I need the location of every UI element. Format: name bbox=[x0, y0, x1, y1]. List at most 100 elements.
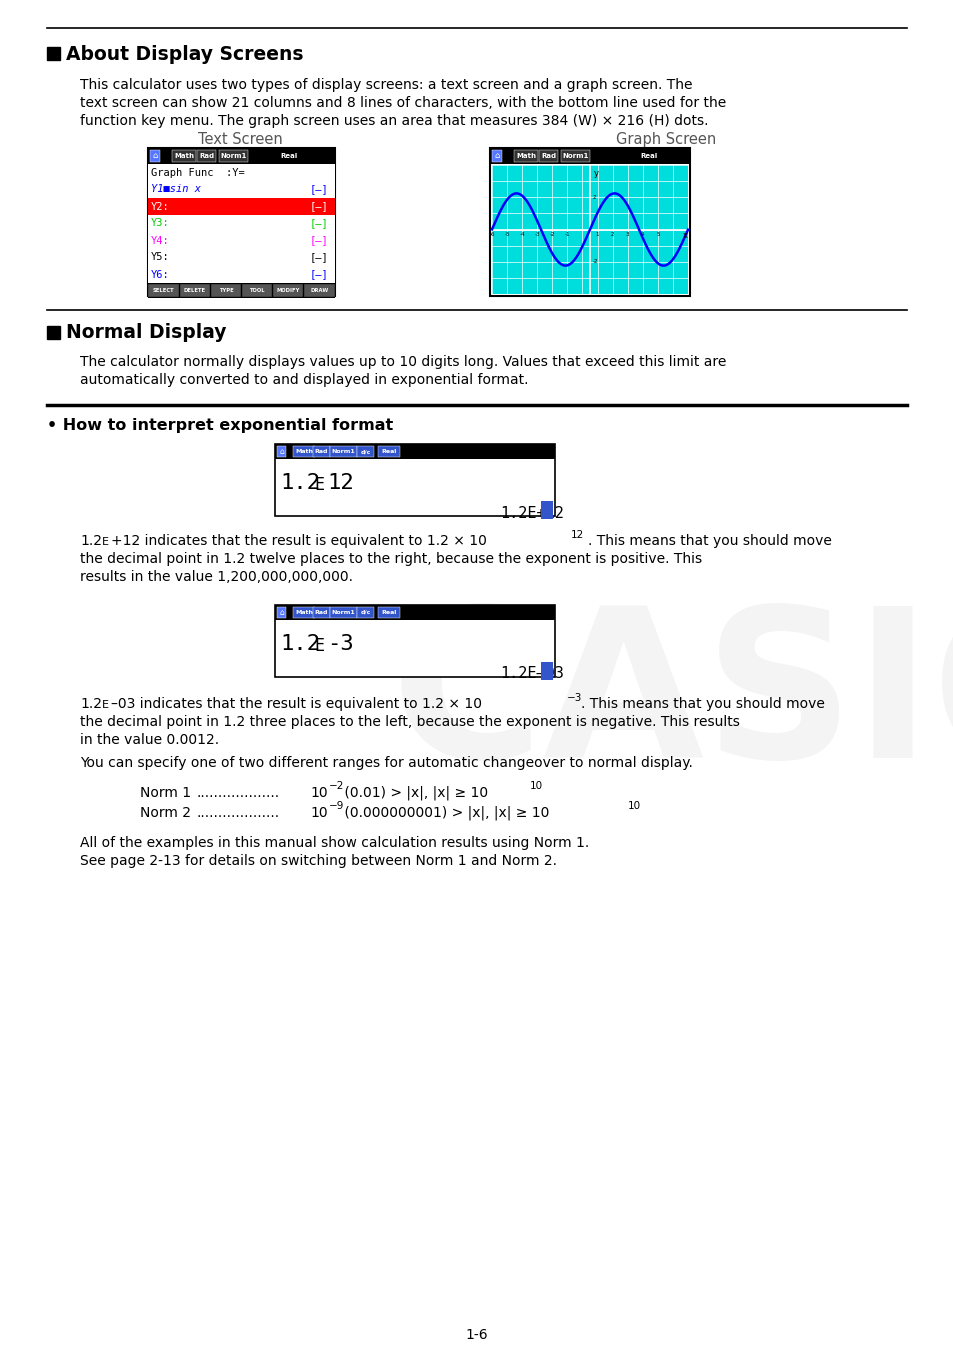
Text: TYPE: TYPE bbox=[218, 288, 233, 293]
Text: Y3:: Y3: bbox=[151, 219, 170, 228]
Text: Norm 2: Norm 2 bbox=[140, 806, 191, 819]
Bar bbox=[313, 608, 330, 618]
Text: Real: Real bbox=[381, 450, 396, 454]
Text: CASIO: CASIO bbox=[390, 599, 953, 801]
Text: 2: 2 bbox=[610, 231, 614, 236]
Bar bbox=[148, 232, 335, 248]
Text: Normal Display: Normal Display bbox=[66, 324, 226, 343]
Text: Norm1: Norm1 bbox=[220, 153, 247, 159]
Text: Rad: Rad bbox=[314, 450, 328, 454]
Text: See page 2-13 for details on switching between Norm 1 and Norm 2.: See page 2-13 for details on switching b… bbox=[80, 855, 557, 868]
Text: 10: 10 bbox=[530, 782, 542, 791]
Text: ⌂: ⌂ bbox=[279, 608, 284, 617]
Text: automatically converted to and displayed in exponential format.: automatically converted to and displayed… bbox=[80, 373, 528, 387]
Text: 1.2E–03: 1.2E–03 bbox=[499, 667, 563, 682]
Text: y: y bbox=[594, 169, 598, 178]
Bar bbox=[148, 284, 335, 298]
Bar bbox=[356, 608, 374, 618]
Text: 10: 10 bbox=[310, 806, 327, 819]
Text: 1.2: 1.2 bbox=[80, 697, 102, 711]
Text: 4: 4 bbox=[640, 231, 644, 236]
Text: 10: 10 bbox=[627, 801, 640, 811]
Text: −3: −3 bbox=[566, 693, 581, 703]
Bar bbox=[148, 148, 335, 163]
Bar bbox=[274, 444, 555, 459]
Bar bbox=[492, 150, 501, 162]
Bar bbox=[148, 248, 335, 266]
Text: About Display Screens: About Display Screens bbox=[66, 45, 303, 63]
Text: Norm1: Norm1 bbox=[332, 610, 355, 616]
Bar bbox=[172, 150, 195, 162]
Text: E: E bbox=[102, 701, 109, 710]
Bar bbox=[330, 608, 356, 618]
Text: [—]: [—] bbox=[310, 185, 329, 194]
Bar bbox=[274, 605, 555, 620]
Text: • How to interpret exponential format: • How to interpret exponential format bbox=[47, 418, 393, 433]
Text: Math: Math bbox=[173, 153, 193, 159]
Bar bbox=[540, 501, 553, 518]
Bar bbox=[490, 148, 689, 163]
Text: −2: −2 bbox=[329, 782, 344, 791]
Bar bbox=[276, 446, 286, 458]
Bar bbox=[304, 284, 335, 297]
Bar bbox=[538, 150, 558, 162]
Text: -3: -3 bbox=[534, 231, 539, 236]
Bar bbox=[377, 608, 399, 618]
Bar bbox=[148, 215, 335, 232]
Bar bbox=[540, 662, 553, 680]
Text: -2: -2 bbox=[593, 259, 598, 265]
Text: (0.01) > |x|, |x| ≥ 10: (0.01) > |x|, |x| ≥ 10 bbox=[339, 786, 488, 801]
Bar bbox=[274, 444, 555, 516]
Bar bbox=[150, 150, 160, 162]
Text: 12: 12 bbox=[571, 531, 583, 540]
Text: 2: 2 bbox=[593, 194, 596, 200]
Text: ...................: ................... bbox=[196, 806, 280, 819]
Text: d/c: d/c bbox=[360, 610, 371, 616]
Text: 3: 3 bbox=[625, 231, 629, 236]
Text: text screen can show 21 columns and 8 lines of characters, with the bottom line : text screen can show 21 columns and 8 li… bbox=[80, 96, 725, 109]
Text: -1: -1 bbox=[564, 231, 570, 236]
Text: . This means that you should move: . This means that you should move bbox=[587, 535, 831, 548]
Text: function key menu. The graph screen uses an area that measures 384 (W) × 216 (H): function key menu. The graph screen uses… bbox=[80, 113, 708, 128]
Text: 1-6: 1-6 bbox=[465, 1328, 488, 1342]
Text: . This means that you should move: . This means that you should move bbox=[580, 697, 824, 711]
Text: 1.2: 1.2 bbox=[280, 634, 320, 653]
Bar bbox=[47, 325, 60, 339]
Text: −9: −9 bbox=[329, 801, 344, 811]
Bar bbox=[356, 446, 374, 458]
Bar bbox=[274, 605, 555, 676]
Text: ⌂: ⌂ bbox=[279, 447, 284, 456]
Text: +12 indicates that the result is equivalent to 1.2 × 10: +12 indicates that the result is equival… bbox=[111, 535, 486, 548]
Bar bbox=[293, 446, 314, 458]
Bar bbox=[560, 150, 589, 162]
Text: [—]: [—] bbox=[310, 270, 329, 279]
Text: Norm1: Norm1 bbox=[332, 450, 355, 454]
Bar bbox=[148, 181, 335, 198]
Text: -2: -2 bbox=[549, 231, 555, 236]
Text: Math: Math bbox=[516, 153, 536, 159]
Text: All of the examples in this manual show calculation results using Norm 1.: All of the examples in this manual show … bbox=[80, 836, 589, 850]
Text: –03 indicates that the result is equivalent to 1.2 × 10: –03 indicates that the result is equival… bbox=[111, 697, 481, 711]
Text: Y6:: Y6: bbox=[151, 270, 170, 279]
Text: [—]: [—] bbox=[310, 201, 329, 212]
Text: Rad: Rad bbox=[199, 153, 213, 159]
Text: 1.2: 1.2 bbox=[280, 472, 320, 493]
Text: -3: -3 bbox=[327, 634, 354, 653]
Text: DRAW: DRAW bbox=[310, 288, 328, 293]
Bar bbox=[313, 446, 330, 458]
Text: Text Screen: Text Screen bbox=[197, 132, 282, 147]
Bar bbox=[276, 608, 286, 618]
Text: 10: 10 bbox=[310, 786, 327, 801]
Text: -5: -5 bbox=[504, 231, 509, 236]
Text: Math: Math bbox=[294, 610, 313, 616]
Text: -4: -4 bbox=[518, 231, 524, 236]
Text: Real: Real bbox=[639, 153, 657, 159]
Text: E: E bbox=[314, 477, 324, 494]
Text: 5: 5 bbox=[656, 231, 659, 236]
Text: results in the value 1,200,000,000,000.: results in the value 1,200,000,000,000. bbox=[80, 570, 353, 585]
Bar bbox=[211, 284, 241, 297]
Text: This calculator uses two types of display screens: a text screen and a graph scr: This calculator uses two types of displa… bbox=[80, 78, 692, 92]
Bar bbox=[330, 446, 356, 458]
Bar bbox=[196, 150, 215, 162]
Text: in the value 0.0012.: in the value 0.0012. bbox=[80, 733, 219, 747]
